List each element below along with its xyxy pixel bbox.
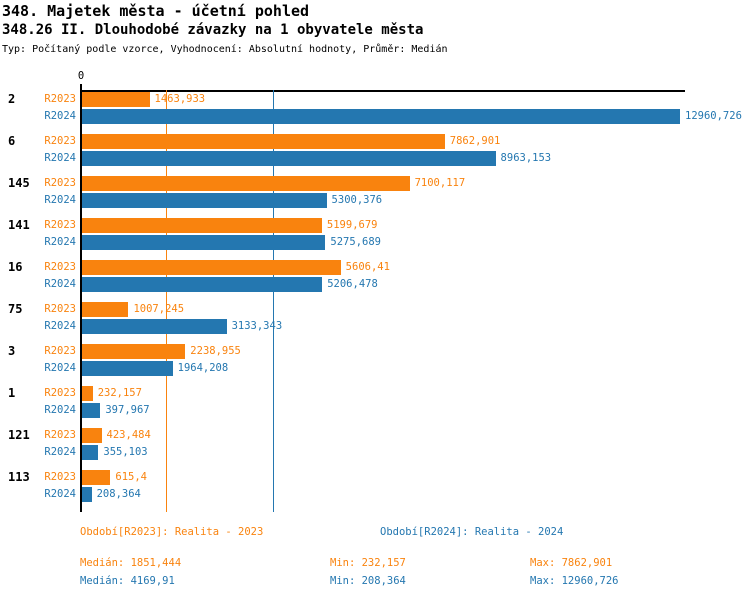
series-label-r2023: R2023 [44, 303, 76, 315]
bar-r2023 [82, 302, 129, 317]
category-label: 141 [8, 218, 30, 232]
value-label-r2024: 208,364 [96, 488, 141, 500]
legend-item-r2024: Období[R2024]: Realita - 2024 [380, 526, 564, 538]
value-label-r2024: 5275,689 [330, 236, 381, 248]
indicator-meta: Typ: Počítaný podle vzorce, Vyhodnocení:… [2, 44, 448, 55]
stat-median-r2023: Medián: 1851,444 [80, 557, 182, 569]
series-label-r2024: R2024 [44, 404, 76, 416]
series-label-r2023: R2023 [44, 387, 76, 399]
value-label-r2024: 1964,208 [177, 362, 229, 374]
bar-r2023 [82, 92, 150, 107]
value-label-r2024: 8963,153 [500, 152, 552, 164]
legend-item-r2023: Období[R2023]: Realita - 2023 [80, 526, 264, 538]
bar-r2024 [82, 277, 323, 292]
value-label-r2023: 232,157 [97, 387, 142, 399]
value-label-r2024: 355,103 [103, 446, 148, 458]
value-label-r2024: 12960,726 [685, 110, 742, 122]
value-label-r2024: 3133,343 [231, 320, 283, 332]
value-label-r2023: 1007,245 [133, 303, 185, 315]
category-label: 145 [8, 176, 30, 190]
bar-r2024 [82, 319, 227, 334]
series-label-r2024: R2024 [44, 110, 76, 122]
bar-r2023 [82, 344, 186, 359]
category-label: 121 [8, 428, 30, 442]
category-label: 113 [8, 470, 30, 484]
category-label: 1 [8, 386, 16, 400]
value-label-r2023: 2238,955 [190, 345, 241, 357]
bar-r2023 [82, 176, 410, 191]
bar-r2023 [82, 218, 322, 233]
stat-max-r2024: Max: 12960,726 [530, 575, 619, 587]
bar-r2024 [82, 193, 327, 208]
series-label-r2024: R2024 [44, 446, 76, 458]
bar-r2024 [82, 361, 173, 376]
bar-r2023 [82, 428, 102, 443]
category-label: 75 [8, 302, 23, 316]
bar-r2023 [82, 470, 111, 485]
value-label-r2024: 397,967 [105, 404, 150, 416]
value-label-r2024: 5206,478 [327, 278, 378, 290]
category-label: 6 [8, 134, 16, 148]
value-label-r2023: 423,484 [106, 429, 151, 441]
bar-r2024 [82, 487, 92, 502]
indicator-title: 348.26 II. Dlouhodobé závazky na 1 obyva… [2, 22, 424, 38]
series-label-r2023: R2023 [44, 177, 76, 189]
value-label-r2023: 5199,679 [326, 219, 378, 231]
bar-r2024 [82, 151, 496, 166]
series-label-r2024: R2024 [44, 236, 76, 248]
y-axis-line [80, 90, 82, 512]
stat-min-r2023: Min: 232,157 [330, 557, 406, 569]
bar-r2024 [82, 403, 101, 418]
series-label-r2024: R2024 [44, 320, 76, 332]
stat-min-r2024: Min: 208,364 [330, 575, 406, 587]
series-label-r2023: R2023 [44, 429, 76, 441]
value-label-r2023: 7862,901 [449, 135, 501, 147]
bar-r2024 [82, 109, 680, 124]
bar-r2023 [82, 134, 445, 149]
series-label-r2023: R2023 [44, 93, 76, 105]
value-label-r2023: 1463,933 [154, 93, 206, 105]
series-label-r2024: R2024 [44, 152, 76, 164]
bar-r2024 [82, 235, 326, 250]
series-label-r2024: R2024 [44, 194, 76, 206]
x-axis-line [81, 90, 685, 92]
series-label-r2023: R2023 [44, 471, 76, 483]
stat-max-r2023: Max: 7862,901 [530, 557, 613, 569]
x-axis-zero-label: 0 [77, 70, 85, 82]
series-label-r2023: R2023 [44, 219, 76, 231]
bar-r2024 [82, 445, 99, 460]
report-title: 348. Majetek města - účetní pohled [2, 2, 310, 20]
value-label-r2024: 5300,376 [331, 194, 383, 206]
series-label-r2023: R2023 [44, 135, 76, 147]
stat-median-r2024: Medián: 4169,91 [80, 575, 175, 587]
bar-r2023 [82, 260, 341, 275]
value-label-r2023: 5606,41 [345, 261, 390, 273]
category-label: 2 [8, 92, 16, 106]
value-label-r2023: 615,4 [115, 471, 147, 483]
series-label-r2024: R2024 [44, 362, 76, 374]
value-label-r2023: 7100,117 [414, 177, 466, 189]
category-label: 16 [8, 260, 23, 274]
bar-r2023 [82, 386, 93, 401]
series-label-r2023: R2023 [44, 261, 76, 273]
series-label-r2024: R2024 [44, 278, 76, 290]
category-label: 3 [8, 344, 16, 358]
median-line-r2024 [273, 90, 275, 512]
series-label-r2024: R2024 [44, 488, 76, 500]
series-label-r2023: R2023 [44, 345, 76, 357]
median-line-r2023 [166, 90, 168, 512]
x-axis-zero-tick [80, 84, 82, 90]
